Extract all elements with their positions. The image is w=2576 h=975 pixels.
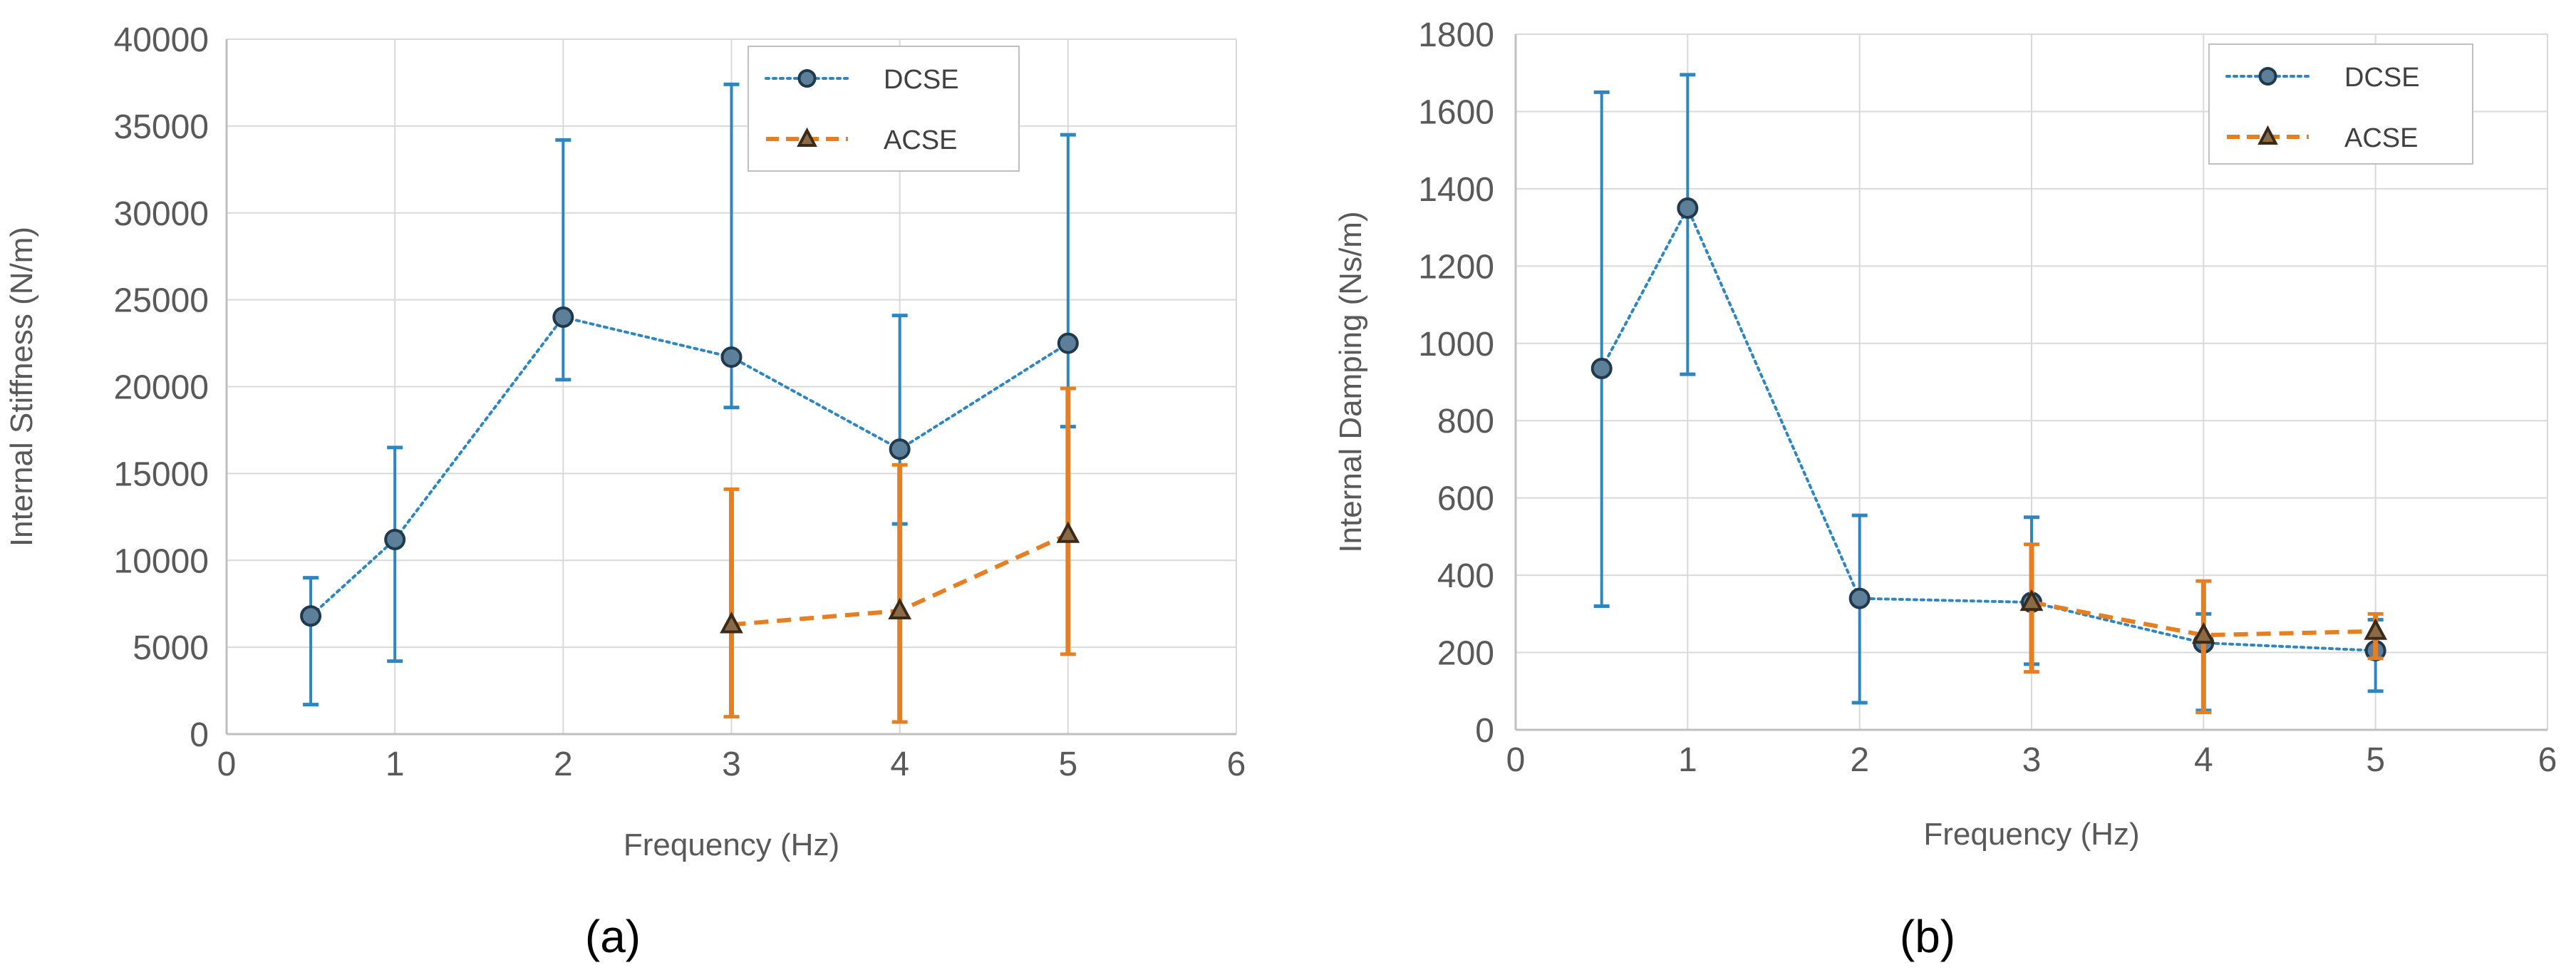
chart-b-y-tick-label: 0	[1475, 712, 1494, 750]
chart-b-y-axis-title: Internal Damping (Ns/m)	[1333, 211, 1368, 552]
chart-a-x-tick-label: 4	[890, 746, 909, 783]
chart-b-y-tick-label: 1600	[1418, 93, 1494, 131]
chart-a-y-tick-label: 30000	[114, 195, 209, 233]
chart-a-x-tick-label: 0	[217, 746, 237, 783]
chart-a-series-acse-point	[720, 612, 743, 634]
chart-a-y-tick-label: 25000	[114, 282, 209, 320]
chart-a-legend-label-dcse: DCSE	[884, 65, 959, 95]
chart-b-legend-marker-acse	[2257, 125, 2278, 145]
chart-a-x-tick-label: 2	[554, 746, 573, 783]
chart-a-y-tick-label: 20000	[114, 369, 209, 407]
chart-b-damping: 0 200 400 600 800 1000 1200 1400 1600 1800 0 1 2 3 4 5 6…	[1333, 16, 2557, 852]
chart-b-legend-label-acse: ACSE	[2344, 123, 2418, 153]
chart-a-y-tick-label: 35000	[114, 108, 209, 146]
chart-b-y-tick-label: 1400	[1418, 171, 1494, 209]
chart-b-x-tick-label: 3	[2022, 741, 2042, 779]
chart-a-y-tick-label: 15000	[114, 455, 209, 493]
chart-a-series-dcse-point	[384, 529, 406, 550]
chart-a-series-dcse-point	[300, 605, 322, 627]
chart-a-series-dcse-line	[309, 315, 1070, 618]
chart-a-series-dcse-point	[552, 306, 574, 328]
chart-b-y-tick-label: 1000	[1418, 326, 1494, 363]
chart-a-y-axis-title: Internal Stiffness (N/m)	[4, 227, 39, 547]
chart-b-y-tick-label: 1200	[1418, 248, 1494, 286]
chart-a-series-acse-point	[888, 597, 912, 619]
chart-a-stiffness: 0 5000 10000 15000 20000 25000 30000 35000 40000…	[4, 21, 1246, 862]
panel-label-b: (b)	[1900, 911, 1955, 962]
chart-a-x-tick-label: 6	[1227, 746, 1246, 783]
chart-b-y-tick-label: 400	[1437, 557, 1494, 595]
chart-b-x-tick-label: 2	[1850, 741, 1869, 779]
chart-b-series-dcse-line	[1600, 205, 2377, 652]
chart-b-x-tick-label: 6	[2538, 741, 2557, 779]
chart-b-series-dcse-point	[1848, 587, 1871, 609]
panel-label-a: (a)	[585, 911, 641, 962]
chart-a-y-tick-label: 0	[190, 716, 209, 754]
chart-a-series-acse-point	[1056, 521, 1080, 543]
chart-a-x-tick-label: 1	[386, 746, 405, 783]
chart-b-series-acse-line	[2031, 600, 2376, 638]
chart-b-series-acse-point	[2191, 621, 2215, 644]
chart-b-x-tick-label: 5	[2366, 741, 2385, 779]
chart-b-legend-marker-dcse	[2258, 67, 2277, 86]
chart-b-x-tick-label: 1	[1678, 741, 1697, 779]
chart-b-series-acse-point	[2364, 618, 2388, 640]
chart-a-legend-marker-acse	[797, 127, 817, 147]
chart-b-series-acse-point	[2019, 589, 2044, 612]
chart-a-legend-box	[748, 46, 1020, 172]
chart-a-x-tick-label: 3	[722, 746, 741, 783]
chart-b-y-tick-label: 800	[1437, 403, 1494, 440]
chart-b-series-dcse-point	[1677, 197, 1699, 219]
chart-a-x-tick-label: 5	[1058, 746, 1077, 783]
chart-a-y-tick-label: 40000	[114, 21, 209, 59]
chart-b-x-tick-label: 0	[1506, 741, 1526, 779]
chart-a-y-tick-label: 10000	[114, 542, 209, 580]
chart-b-x-tick-label: 4	[2194, 741, 2213, 779]
chart-a-x-axis-title: Frequency (Hz)	[624, 827, 839, 862]
chart-a-series-dcse-point	[889, 438, 911, 460]
chart-b-x-axis-title: Frequency (Hz)	[1923, 817, 2139, 852]
chart-a-series-dcse-point	[720, 346, 743, 368]
chart-a-y-tick-label: 5000	[133, 629, 209, 667]
chart-a-legend-marker-dcse	[797, 69, 817, 88]
chart-b-series-dcse-point	[1590, 358, 1613, 380]
chart-b-y-tick-label: 200	[1437, 635, 1494, 673]
chart-b-y-tick-label: 600	[1437, 480, 1494, 518]
chart-b-legend-box	[2208, 43, 2473, 165]
chart-b-y-tick-label: 1800	[1418, 16, 1494, 54]
chart-b-legend-label-dcse: DCSE	[2344, 63, 2420, 93]
chart-a-legend-label-acse: ACSE	[884, 125, 957, 155]
chart-a-series-dcse-point	[1057, 332, 1079, 354]
